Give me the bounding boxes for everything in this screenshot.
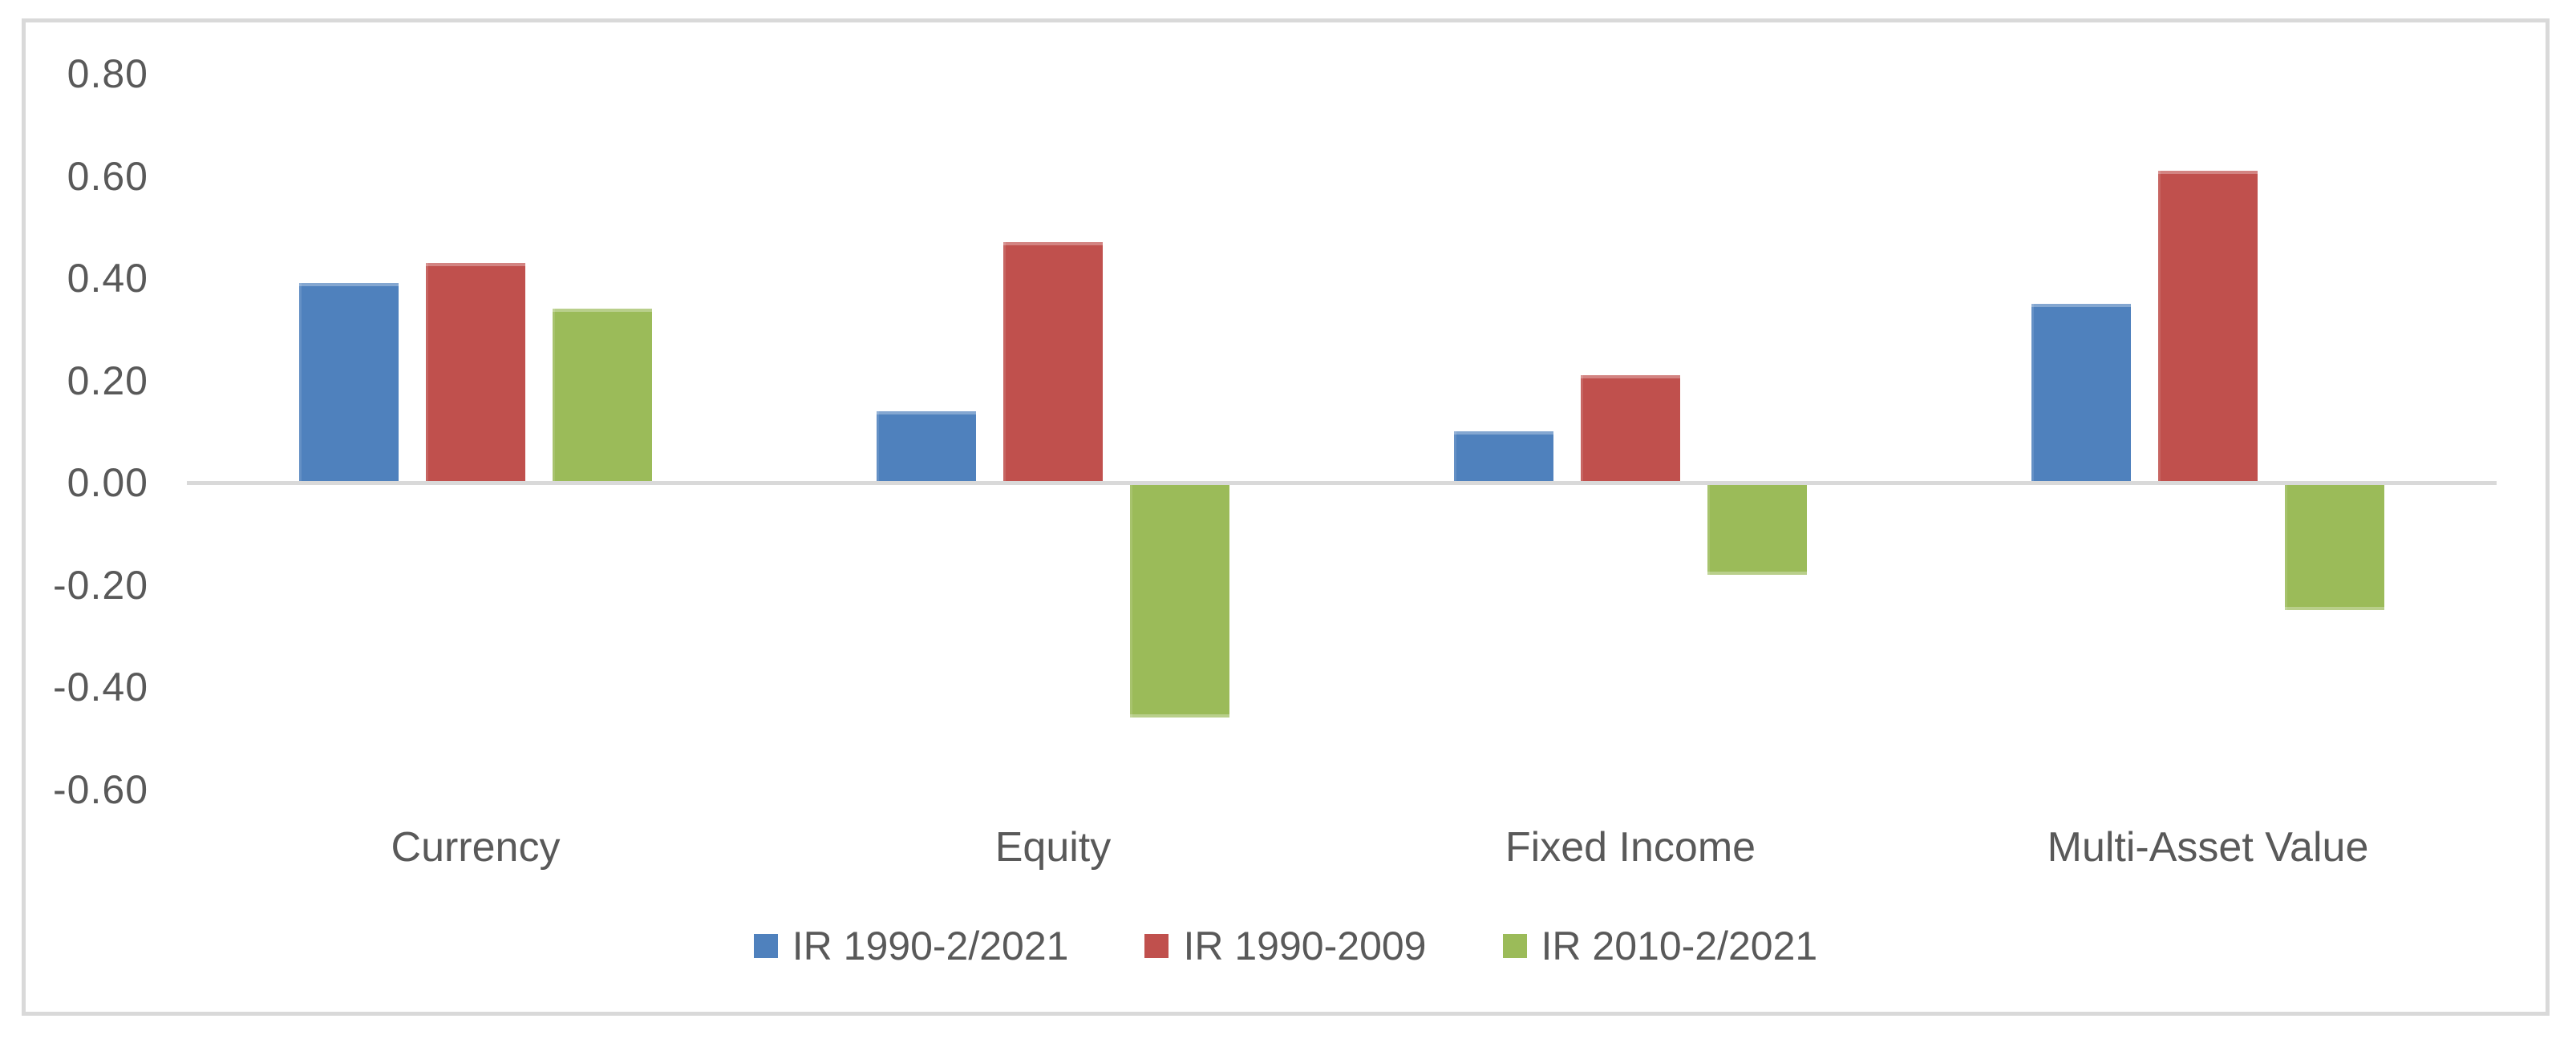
legend-item-ir-1990-2-2021: IR 1990-2/2021: [753, 923, 1069, 969]
legend-label-ir-1990-2009: IR 1990-2009: [1183, 924, 1427, 968]
chart-frame: [22, 18, 2550, 1016]
bar-equity-ir-2010-2-2021: [1130, 483, 1229, 718]
legend-item-ir-1990-2009: IR 1990-2009: [1144, 923, 1427, 969]
zero-axis-line: [187, 481, 2497, 485]
bar-equity-ir-1990-2009: [1003, 242, 1103, 483]
y-tick-label-0-80: 0.80: [67, 51, 148, 96]
x-category-label-fixed-income: Fixed Income: [1505, 824, 1756, 871]
x-category-label-currency: Currency: [391, 824, 561, 871]
y-tick-label-0-20: 0.20: [67, 358, 148, 403]
y-tick-label-0-40: 0.40: [67, 256, 148, 301]
legend-marker-ir-2010-2-2021: [1502, 934, 1527, 958]
y-tick-label-0-00: 0.00: [67, 460, 148, 505]
bar-multi-asset-value-ir-2010-2-2021: [2285, 483, 2384, 611]
y-tick-label-0-20: -0.20: [53, 562, 148, 608]
bar-currency-ir-1990-2009: [426, 262, 525, 483]
legend-item-ir-2010-2-2021: IR 2010-2/2021: [1502, 923, 1818, 969]
y-tick-label-0-60: 0.60: [67, 153, 148, 199]
y-tick-label-0-40: -0.40: [53, 665, 148, 709]
legend-marker-ir-1990-2009: [1144, 934, 1169, 958]
x-category-label-multi-asset-value: Multi-Asset Value: [2047, 824, 2369, 871]
legend-label-ir-1990-2-2021: IR 1990-2/2021: [792, 924, 1069, 968]
y-tick-label-0-60: -0.60: [53, 766, 148, 812]
bar-fixed-income-ir-2010-2-2021: [1707, 483, 1807, 575]
bar-multi-asset-value-ir-1990-2-2021: [2031, 303, 2131, 483]
x-category-label-equity: Equity: [994, 824, 1112, 871]
bar-equity-ir-1990-2-2021: [877, 410, 976, 483]
bar-currency-ir-2010-2-2021: [553, 309, 652, 483]
legend-marker-ir-1990-2-2021: [753, 934, 778, 958]
legend: IR 1990-2/2021 IR 1990-2009 IR 2010-2/2021: [22, 914, 2550, 978]
bar-currency-ir-1990-2-2021: [299, 283, 399, 483]
bar-multi-asset-value-ir-1990-2009: [2158, 171, 2258, 483]
legend-label-ir-2010-2-2021: IR 2010-2/2021: [1541, 924, 1818, 968]
bar-fixed-income-ir-1990-2009: [1581, 375, 1680, 483]
bar-fixed-income-ir-1990-2-2021: [1454, 431, 1553, 483]
